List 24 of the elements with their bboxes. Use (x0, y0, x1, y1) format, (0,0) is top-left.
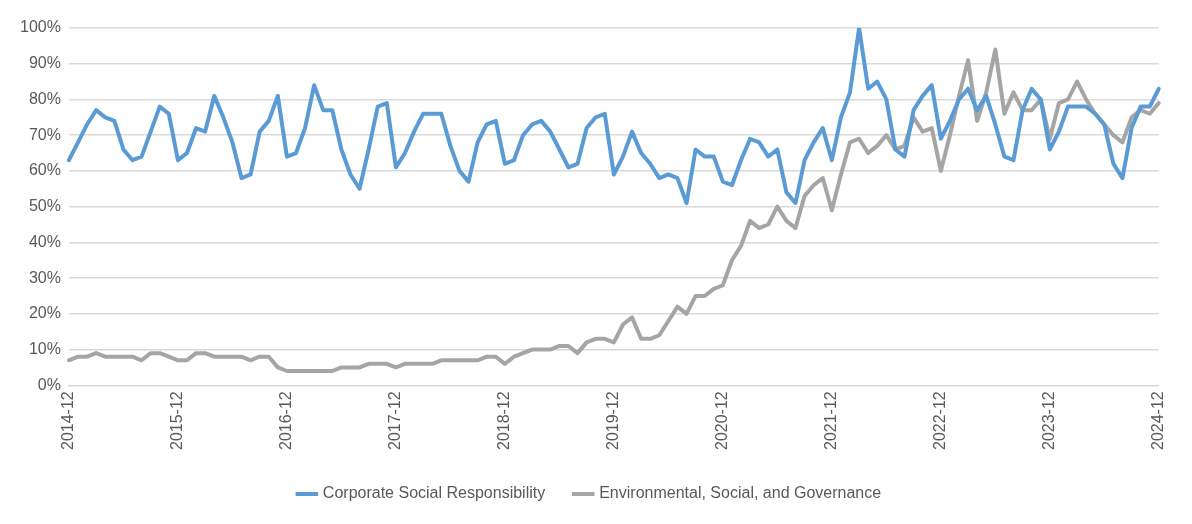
y-tick-label: 20% (28, 304, 61, 322)
x-tick-label: 2024-12 (1149, 391, 1167, 450)
x-tick-label: 2020-12 (713, 391, 731, 450)
x-tick-label: 2019-12 (604, 391, 622, 450)
y-tick-label: 10% (28, 339, 61, 357)
y-tick-label: 100% (20, 18, 61, 36)
x-tick-label: 2018-12 (495, 391, 513, 450)
legend-label: Environmental, Social, and Governance (599, 484, 882, 502)
y-tick-label: 90% (28, 54, 61, 72)
x-tick-label: 2022-12 (931, 391, 949, 450)
legend-label: Corporate Social Responsibility (322, 484, 546, 502)
y-tick-label: 60% (28, 161, 61, 179)
x-tick-label: 2021-12 (822, 391, 840, 450)
x-tick-label: 2015-12 (168, 391, 186, 450)
x-tick-label: 2023-12 (1040, 391, 1058, 450)
x-tick-label: 2016-12 (277, 391, 295, 450)
y-tick-label: 80% (28, 89, 61, 107)
x-tick-label: 2014-12 (59, 391, 77, 450)
y-tick-label: 0% (37, 375, 61, 393)
y-tick-label: 40% (28, 232, 61, 250)
x-tick-label: 2017-12 (386, 391, 404, 450)
y-tick-label: 70% (28, 125, 61, 143)
y-tick-label: 30% (28, 268, 61, 286)
y-tick-label: 50% (28, 197, 61, 215)
